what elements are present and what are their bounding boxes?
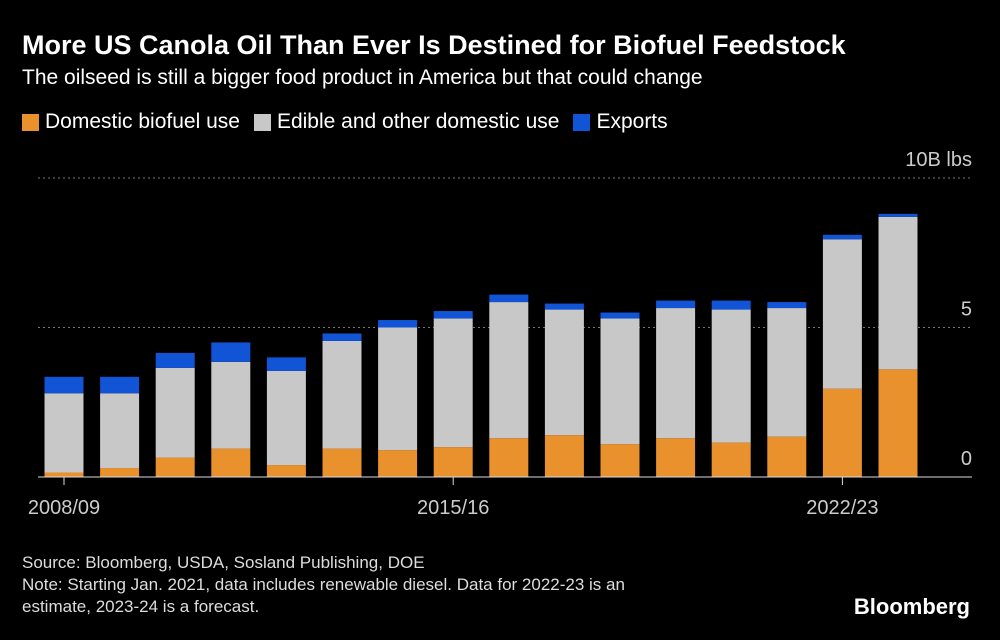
bar-segment — [600, 312, 640, 319]
bar-segment — [822, 234, 862, 240]
legend-swatch-edible — [253, 113, 271, 131]
bar-segment — [711, 300, 751, 310]
chart-title: More US Canola Oil Than Ever Is Destined… — [22, 30, 846, 60]
bar-segment — [544, 309, 584, 436]
legend-label-exports: Exports — [596, 110, 668, 133]
bar-segment — [711, 309, 751, 443]
bar-segment — [44, 393, 84, 473]
bar-segment — [378, 450, 418, 477]
bar-segment — [656, 438, 696, 477]
bar-segment — [44, 376, 84, 394]
bar-segment — [322, 333, 362, 341]
bar-segment — [378, 327, 418, 451]
bar-segment — [600, 444, 640, 477]
bar-segment — [266, 370, 306, 466]
bar-segment — [711, 442, 751, 477]
bar-segment — [878, 216, 918, 370]
bar-segment — [767, 308, 807, 437]
legend-item-biofuel: Domestic biofuel use — [22, 110, 240, 134]
bar-segment — [433, 447, 473, 477]
legend-item-exports: Exports — [573, 110, 668, 134]
bar-segment — [378, 320, 418, 328]
bar-segment — [100, 468, 140, 477]
legend-label-edible: Edible and other domestic use — [276, 110, 560, 133]
bar-segment — [767, 436, 807, 477]
x-tick-label: 2008/09 — [28, 497, 100, 519]
legend-label-biofuel: Domestic biofuel use — [45, 110, 240, 133]
bar-segment — [211, 342, 251, 362]
bar-segment — [100, 376, 140, 394]
legend-swatch-exports — [573, 113, 591, 131]
bar-segment — [822, 239, 862, 389]
footer-notes: Source: Bloomberg, USDA, Sosland Publish… — [22, 552, 625, 618]
bloomberg-logo: Bloomberg — [853, 594, 970, 619]
y-tick-label: 5 — [961, 299, 972, 321]
bar-segment — [322, 340, 362, 449]
bar-segment — [266, 357, 306, 371]
bar-segment — [155, 352, 195, 368]
y-tick-label: 10B lbs — [905, 149, 972, 171]
bar-segment — [767, 302, 807, 309]
source-text: Source: Bloomberg, USDA, Sosland Publish… — [22, 553, 425, 572]
bar-segment — [433, 318, 473, 448]
bar-segment — [433, 311, 473, 319]
bar-segment — [656, 300, 696, 309]
bar-segment — [544, 303, 584, 310]
x-tick-label: 2022/23 — [806, 497, 878, 519]
legend-swatch-biofuel — [22, 113, 39, 131]
note-text-line1: Note: Starting Jan. 2021, data includes … — [22, 575, 625, 594]
bar-segment — [544, 435, 584, 477]
bar-segment — [44, 472, 84, 477]
bar-segment — [211, 361, 251, 449]
bar-segment — [878, 369, 918, 477]
bar-segment — [322, 448, 362, 477]
legend-item-edible: Edible and other domestic use — [253, 110, 560, 134]
bar-segment — [489, 294, 529, 303]
bar-segment — [656, 308, 696, 439]
chart-subtitle: The oilseed is still a bigger food produ… — [22, 66, 703, 89]
bar-segment — [822, 388, 862, 477]
y-tick-label: 0 — [961, 448, 972, 470]
bar-segment — [266, 465, 306, 477]
bar-segment — [489, 438, 529, 477]
bar-segment — [100, 393, 140, 469]
bar-segment — [155, 457, 195, 477]
x-tick-label: 2015/16 — [417, 497, 489, 519]
bar-segment — [600, 318, 640, 445]
note-text-line2: estimate, 2023-24 is a forecast. — [22, 597, 260, 616]
bar-segment — [211, 448, 251, 477]
bar-segment — [489, 302, 529, 439]
legend: Domestic biofuel use Edible and other do… — [22, 110, 682, 134]
bar-segment — [155, 367, 195, 458]
bar-segment — [878, 213, 918, 217]
